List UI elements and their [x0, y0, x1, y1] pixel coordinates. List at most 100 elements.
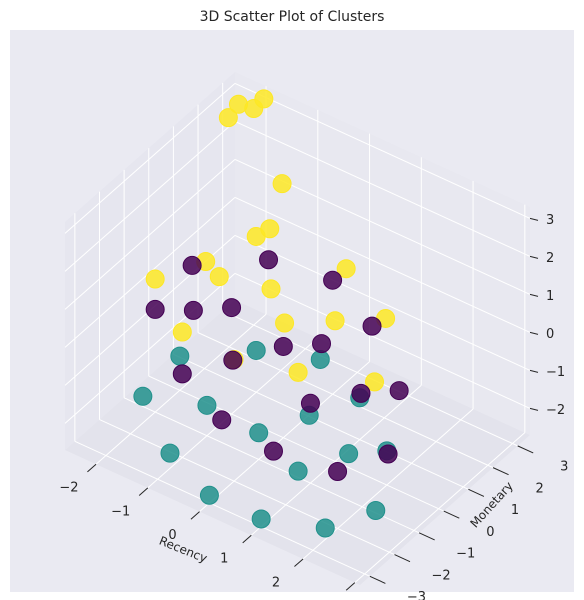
- point: [228, 94, 248, 114]
- point: [260, 219, 280, 239]
- point: [365, 372, 385, 392]
- y-tick-label: −2: [431, 568, 450, 583]
- tick-mark: [345, 582, 356, 591]
- left-pane: [65, 72, 235, 450]
- point: [197, 395, 217, 415]
- tick-mark: [529, 369, 539, 373]
- y-tick-label: 3: [560, 460, 568, 475]
- point: [273, 336, 293, 356]
- tick-mark: [517, 445, 534, 454]
- tick-mark: [138, 487, 149, 496]
- grid-line: [64, 83, 236, 234]
- point: [145, 269, 165, 289]
- point: [251, 509, 271, 529]
- grid-line: [250, 384, 422, 536]
- back-pane: [235, 72, 530, 435]
- point: [170, 346, 190, 366]
- z-tick-label: −1: [546, 365, 565, 380]
- x-tick-label: −1: [111, 504, 130, 519]
- tick-mark: [394, 554, 411, 563]
- grid-line: [99, 419, 395, 556]
- point: [246, 340, 266, 360]
- tick-mark: [529, 293, 539, 297]
- point: [378, 444, 398, 464]
- tick-mark: [294, 558, 304, 567]
- grid-line: [234, 120, 531, 257]
- tick-mark: [190, 511, 200, 520]
- tick-mark: [87, 463, 97, 473]
- point: [300, 393, 320, 413]
- grid-line: [197, 332, 494, 469]
- point: [199, 485, 219, 505]
- point: [351, 383, 371, 403]
- chart-title: 3D Scatter Plot of Clusters: [200, 9, 385, 25]
- tick-mark: [242, 534, 252, 544]
- grid-line: [234, 272, 531, 409]
- point: [362, 316, 382, 336]
- y-tick-label: −1: [456, 547, 475, 562]
- z-tick-label: 2: [546, 251, 554, 266]
- point: [315, 518, 335, 538]
- point: [328, 462, 348, 482]
- y-tick-label: 0: [486, 525, 494, 540]
- point: [261, 279, 281, 299]
- point: [366, 500, 386, 520]
- point: [288, 362, 308, 382]
- point: [172, 322, 192, 342]
- grid-line: [234, 82, 531, 219]
- point: [288, 461, 308, 481]
- grid-line: [234, 234, 531, 371]
- point: [183, 300, 203, 320]
- x-tick-label: 1: [220, 552, 228, 567]
- point: [323, 270, 343, 290]
- x-tick-label: 2: [272, 575, 280, 590]
- z-tick-label: −2: [546, 403, 565, 418]
- grid-line: [234, 196, 531, 333]
- point: [249, 423, 269, 443]
- z-tick-label: 3: [546, 213, 554, 228]
- x-tick-label: −2: [59, 481, 78, 496]
- grid-line: [354, 432, 526, 584]
- point: [254, 89, 274, 109]
- point: [222, 298, 242, 318]
- tick-mark: [529, 217, 539, 221]
- point: [259, 250, 279, 270]
- point: [310, 349, 330, 369]
- grid-line: [95, 313, 267, 465]
- point: [172, 364, 192, 384]
- grid-line: [64, 159, 236, 310]
- point: [182, 255, 202, 275]
- tick-mark: [468, 488, 485, 497]
- z-tick-label: 1: [546, 289, 554, 304]
- grid-line: [199, 361, 370, 512]
- tick-mark: [529, 255, 539, 259]
- point: [275, 313, 295, 333]
- tick-mark: [492, 467, 509, 476]
- point: [145, 299, 165, 319]
- grid-line: [147, 337, 319, 489]
- grid-line: [64, 121, 236, 272]
- tick-mark: [529, 331, 539, 335]
- tick-mark: [369, 575, 386, 584]
- point: [336, 259, 356, 279]
- point: [209, 267, 229, 287]
- point: [339, 444, 359, 464]
- point: [312, 334, 332, 354]
- y-tick-label: 2: [535, 481, 543, 496]
- tick-mark: [529, 407, 539, 411]
- point: [160, 443, 180, 463]
- tick-mark: [418, 532, 435, 541]
- y-tick-label: 1: [511, 503, 519, 518]
- point: [325, 311, 345, 331]
- point: [133, 386, 153, 406]
- grid-line: [74, 440, 371, 577]
- y-tick-label: −3: [407, 590, 426, 600]
- z-tick-label: 0: [546, 327, 554, 342]
- grid-line: [173, 353, 469, 490]
- grid-line: [64, 273, 236, 424]
- point: [212, 410, 232, 430]
- point: [272, 174, 292, 194]
- point: [263, 441, 283, 461]
- point: [218, 108, 238, 128]
